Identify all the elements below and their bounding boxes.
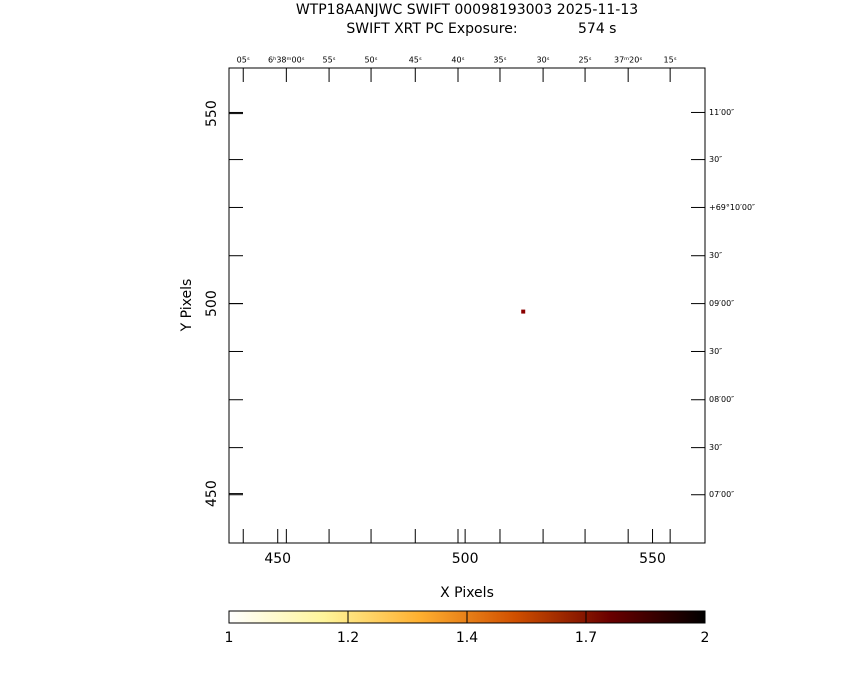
y2-tick-label: 11′00″ (709, 108, 734, 117)
x-tick-label: 450 (264, 551, 291, 567)
y2-tick-label: 30″ (709, 251, 722, 260)
x2-tick-label: 15ˢ (664, 56, 677, 65)
x2-tick-label: 6ʰ38ᵐ00ˢ (268, 56, 305, 65)
x-tick-label: 500 (452, 551, 479, 567)
y2-tick-label: 30″ (709, 155, 722, 164)
x2-tick-label: 37ᵐ20ˢ (614, 56, 642, 65)
y2-tick-label: 30″ (709, 443, 722, 452)
colorbar-tick-label: 1 (225, 630, 234, 646)
y2-tick-label: 09′00″ (709, 299, 734, 308)
y-tick-label: 450 (204, 480, 220, 507)
y2-tick-label: 08′00″ (709, 395, 734, 404)
source-pixel (521, 309, 526, 314)
x-axis-label: X Pixels (440, 585, 494, 601)
plot-frame (228, 67, 706, 544)
colorbar-tick-label: 1.7 (575, 630, 597, 646)
x2-tick-label: 40ˢ (451, 56, 464, 65)
y2-tick-label: 07′00″ (709, 490, 734, 499)
x-tick-label: 550 (639, 551, 666, 567)
y2-tick-label: 30″ (709, 347, 722, 356)
chart-subtitle: SWIFT XRT PC Exposure: (346, 21, 517, 37)
exposure: 574 s (578, 21, 616, 37)
x2-tick-label: 30ˢ (536, 56, 549, 65)
x2-tick-label: 05ˢ (237, 56, 250, 65)
x2-tick-label: 35ˢ (493, 56, 506, 65)
x2-tick-label: 45ˢ (409, 56, 422, 65)
y-tick-label: 550 (204, 100, 220, 127)
colorbar-tick-label: 1.2 (337, 630, 359, 646)
chart-title: WTP18AANJWC SWIFT 00098193003 2025-11-13 (296, 2, 638, 18)
colorbar-tick-label: 2 (701, 630, 710, 646)
y-tick-label: 500 (204, 290, 220, 317)
x2-tick-label: 25ˢ (578, 56, 591, 65)
y-axis-label: Y Pixels (179, 279, 195, 333)
x2-tick-label: 50ˢ (364, 56, 377, 65)
y2-tick-label: +69°10′00″ (709, 203, 755, 212)
colorbar-tick-label: 1.4 (456, 630, 478, 646)
x2-tick-label: 55ˢ (322, 56, 335, 65)
